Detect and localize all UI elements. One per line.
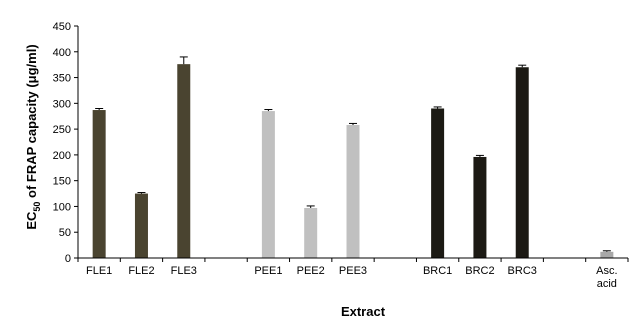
x-category-label: FLE2 xyxy=(128,265,154,277)
y-axis: 0 50 100 150 200 250 300 350 400 450 xyxy=(53,21,79,265)
x-category-label: BRC2 xyxy=(465,265,494,277)
y-tick-label: 300 xyxy=(53,98,71,110)
y-tick-label: 450 xyxy=(53,21,71,33)
x-category-label-line: PEE2 xyxy=(297,265,325,277)
x-category-label-line: FLE3 xyxy=(171,265,197,277)
bar xyxy=(134,193,148,258)
y-tick-label: 250 xyxy=(53,124,71,136)
y-tick-label: 0 xyxy=(65,253,71,265)
y-tick-label: 400 xyxy=(53,47,71,59)
x-category-label: BRC1 xyxy=(423,265,452,277)
x-category-label-line: acid xyxy=(597,278,617,290)
x-category-label: PEE3 xyxy=(339,265,367,277)
x-category-label-line: BRC1 xyxy=(423,265,452,277)
y-tick-label: 350 xyxy=(53,73,71,85)
bar xyxy=(431,108,445,258)
y-axis-title-subscript: 50 xyxy=(32,202,42,212)
x-category-label-line: BRC3 xyxy=(508,265,537,277)
y-tick-label: 200 xyxy=(53,150,71,162)
x-axis-title: Extract xyxy=(341,304,386,319)
bar xyxy=(304,207,318,258)
bar xyxy=(177,64,191,258)
x-category-label-line: FLE1 xyxy=(86,265,112,277)
bar xyxy=(600,251,614,258)
bar xyxy=(261,111,275,258)
x-category-label-line: BRC2 xyxy=(465,265,494,277)
x-category-label: PEE2 xyxy=(297,265,325,277)
x-category-label: BRC3 xyxy=(508,265,537,277)
bar xyxy=(473,156,487,258)
x-category-label: Asc. acid xyxy=(596,265,617,290)
x-category-label-line: Asc. xyxy=(596,265,617,277)
y-tick-label: 150 xyxy=(53,176,71,188)
bar xyxy=(92,110,106,258)
x-category-label-line: PEE1 xyxy=(254,265,282,277)
x-axis: FLE1 FLE2 FLE3 PEE1 PEE2 PEE3 BRC1 BRC2 BRC3 Asc.… xyxy=(77,257,629,290)
y-axis-title-main: EC xyxy=(24,211,39,230)
bar xyxy=(515,67,529,258)
bar xyxy=(346,124,360,258)
y-axis-title: EC50 of FRAP capacity (μg/ml) xyxy=(24,44,42,229)
x-category-label: FLE1 xyxy=(86,265,112,277)
x-category-label: FLE3 xyxy=(171,265,197,277)
bars xyxy=(92,56,614,258)
y-axis-title-rest: of FRAP capacity (μg/ml) xyxy=(24,44,39,201)
y-tick-label: 100 xyxy=(53,201,71,213)
y-tick-label: 50 xyxy=(59,227,71,239)
x-category-label: PEE1 xyxy=(254,265,282,277)
x-category-label-line: FLE2 xyxy=(128,265,154,277)
x-category-label-line: PEE3 xyxy=(339,265,367,277)
